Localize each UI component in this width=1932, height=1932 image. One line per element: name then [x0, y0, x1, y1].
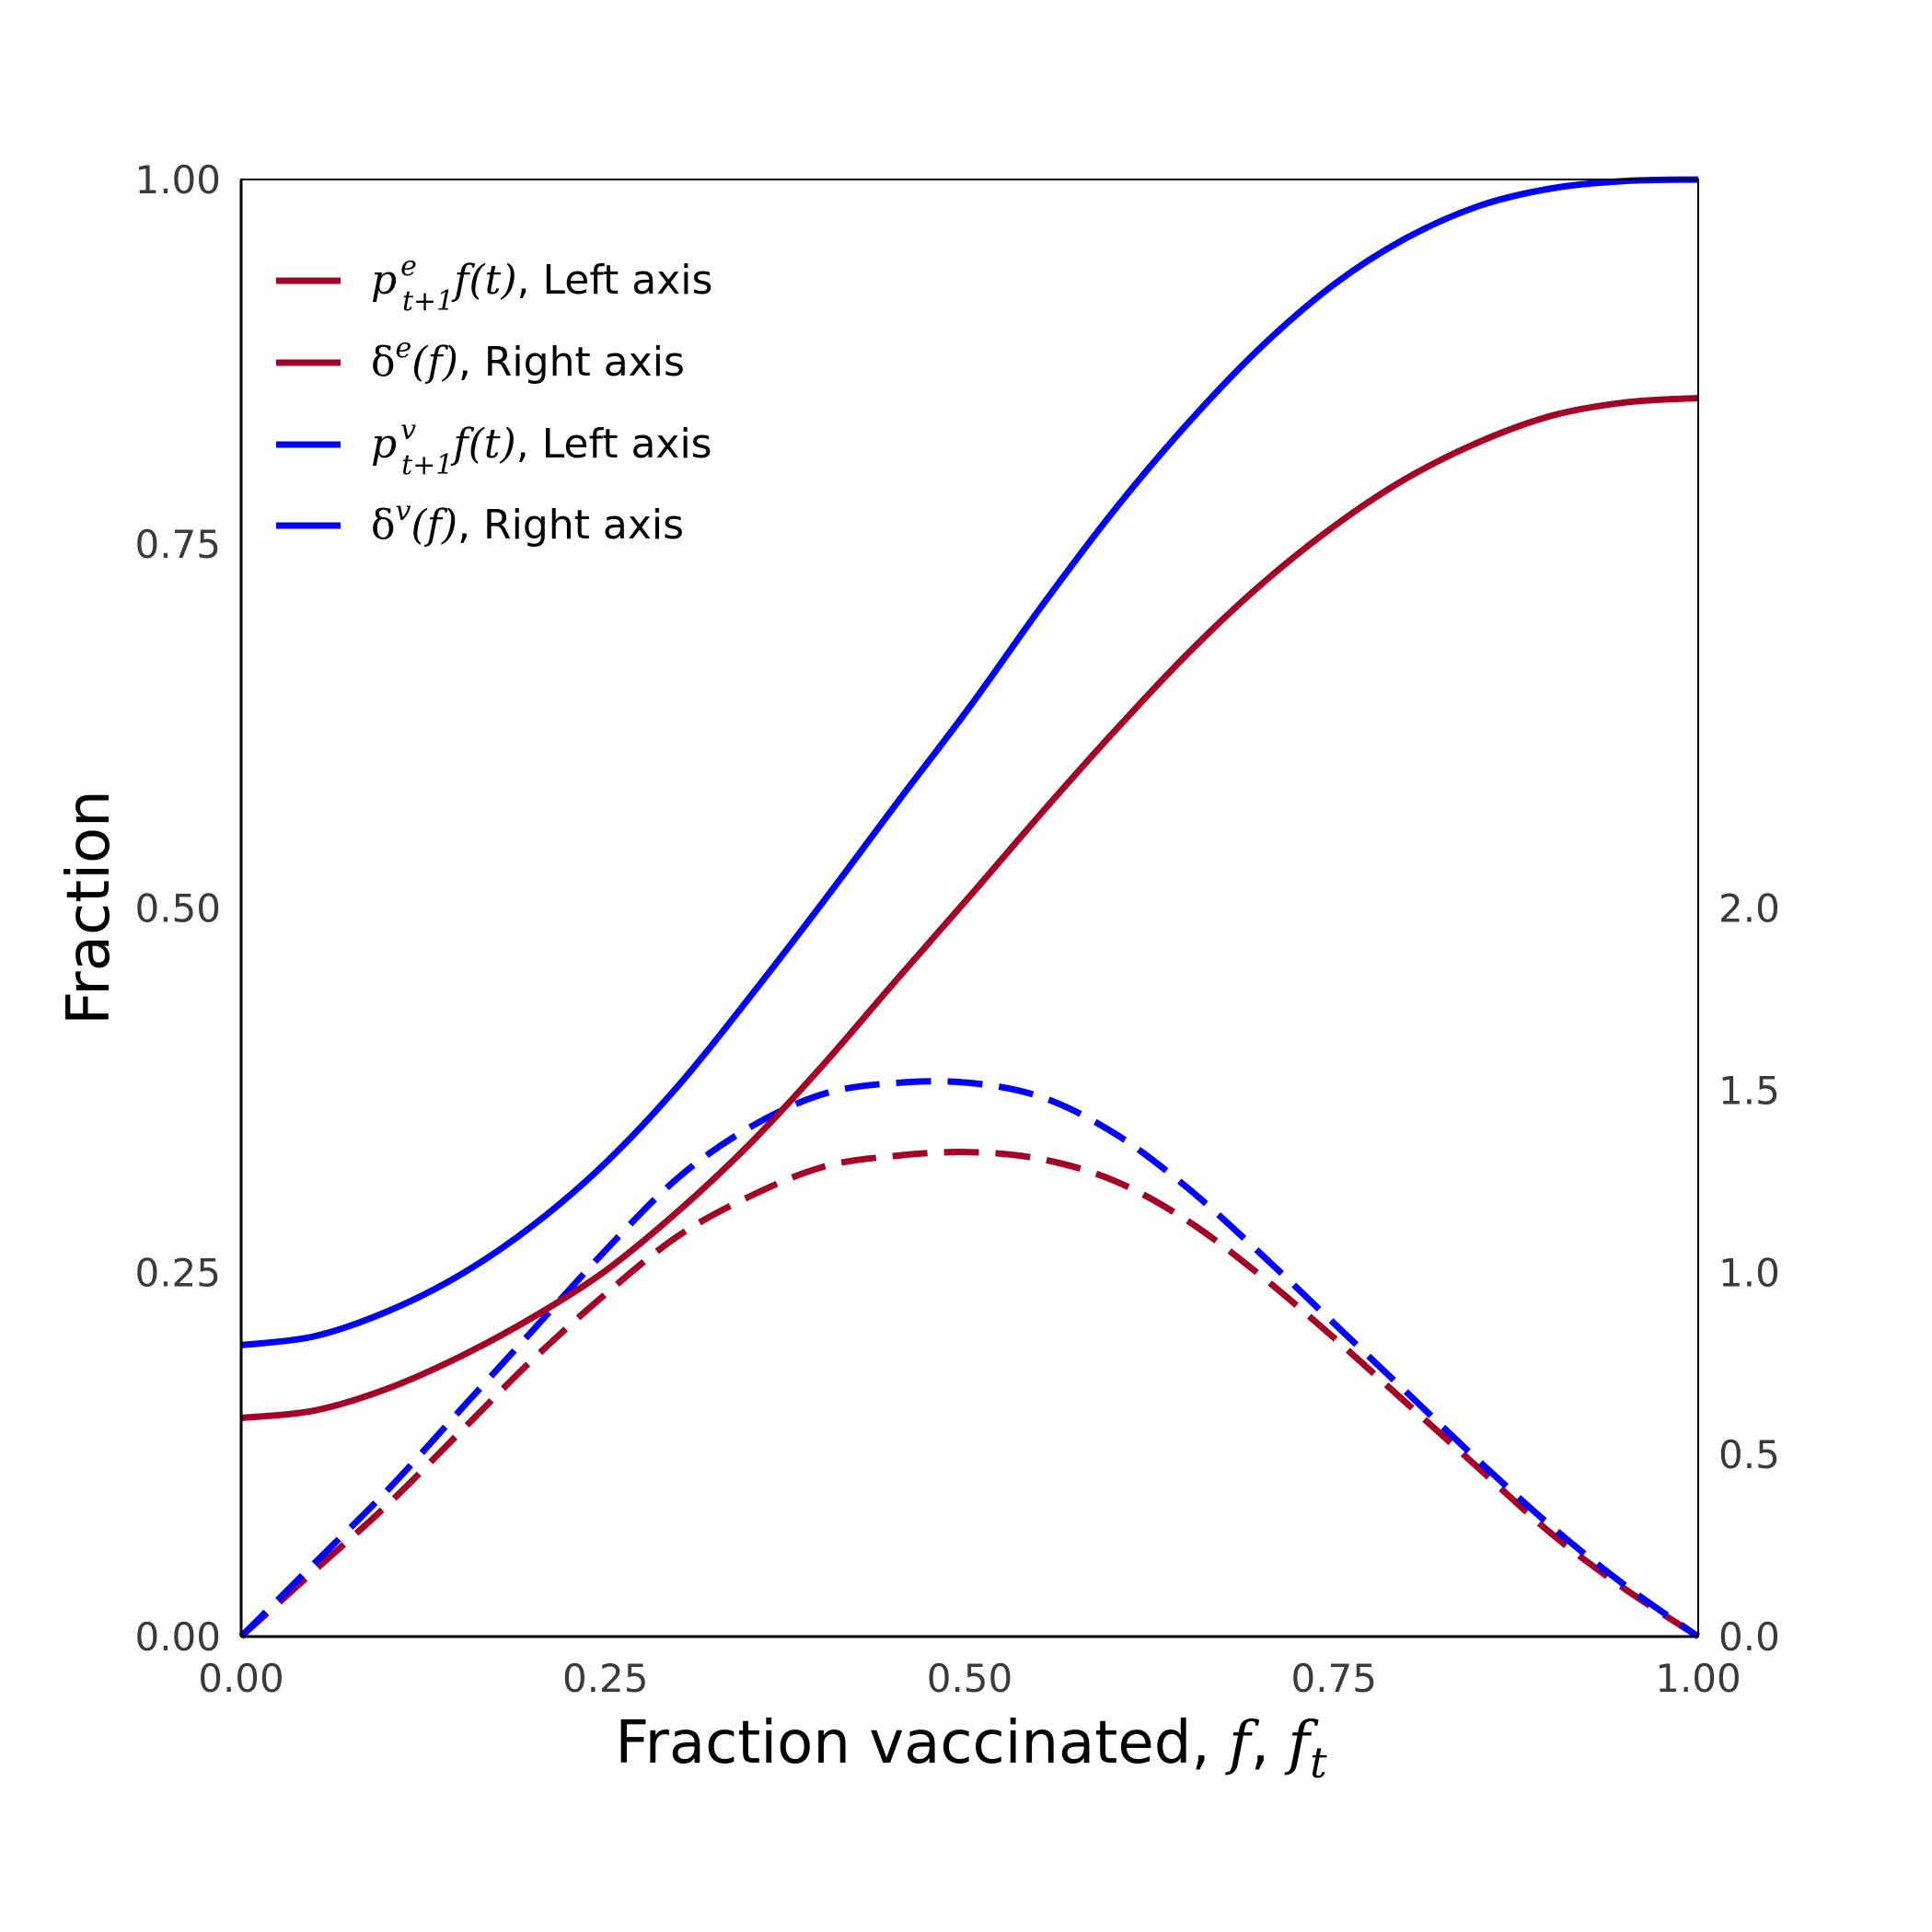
y-tick-label: 0.25 — [134, 1250, 221, 1295]
y-right-tick-labels: 0.0 0.5 1.0 1.5 2.0 — [1718, 886, 1780, 1660]
legend-label-pv: p v t+1f(t), Left axis — [371, 414, 712, 481]
x-tick-label: 0.75 — [1290, 1656, 1377, 1701]
series-line-dv — [238, 1078, 1701, 1639]
x-tick-label: 0.25 — [562, 1656, 649, 1701]
series-line-pv — [240, 176, 1699, 1348]
y-tick-labels: 0.00 0.25 0.50 0.75 1.00 — [134, 157, 221, 1660]
x-tick-label: 0.50 — [927, 1656, 1013, 1701]
y-tick-label: 0.50 — [134, 886, 221, 931]
y-tick-label: 1.00 — [134, 157, 221, 202]
series-line-de — [238, 1149, 1700, 1639]
y-right-tick-label: 1.5 — [1718, 1068, 1780, 1113]
y-tick-label: 0.00 — [134, 1614, 221, 1660]
legend-label-dv: δv(f), Right axis — [371, 495, 684, 549]
legend-label-pe: p e t+1f(t), Left axis — [371, 250, 712, 318]
x-axis-title-comma: , — [1251, 1709, 1289, 1777]
plot-frame — [240, 179, 1699, 1637]
y-right-tick-label: 2.0 — [1718, 886, 1780, 931]
y-axis-title: Fraction — [55, 790, 123, 1024]
series-line-pe — [240, 395, 1699, 1421]
chart-curves — [238, 176, 1701, 1639]
legend-label-de: δe(f), Right axis — [371, 332, 685, 386]
x-tick-label: 0.00 — [198, 1656, 284, 1701]
x-axis-title-main: Fraction vaccinated, — [615, 1709, 1229, 1777]
x-axis-title: Fraction vaccinated, f, ft — [615, 1709, 1327, 1787]
x-tick-label: 1.00 — [1655, 1656, 1741, 1701]
y-right-tick-label: 0.5 — [1718, 1432, 1780, 1477]
x-axis-title-ft-sub: t — [1310, 1738, 1327, 1787]
y-right-tick-label: 1.0 — [1718, 1250, 1780, 1295]
y-right-tick-label: 0.0 — [1718, 1614, 1780, 1660]
x-tick-labels: 0.00 0.25 0.50 0.75 1.00 — [198, 1656, 1741, 1701]
y-tick-label: 0.75 — [134, 522, 221, 567]
legend: p e t+1f(t), Left axis δe(f), Right axis p v t… — [276, 250, 712, 549]
